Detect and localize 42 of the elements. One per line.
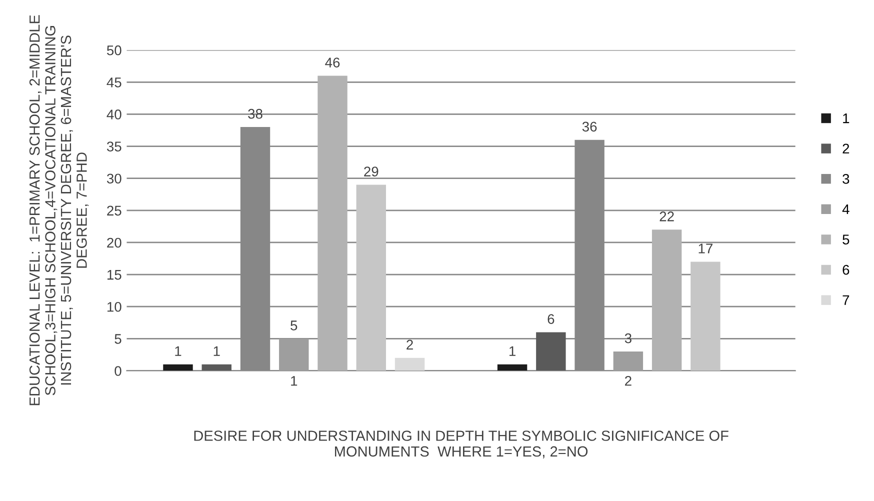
legend-label: 7 bbox=[842, 295, 850, 305]
bar bbox=[279, 338, 309, 371]
x-axis-title: DESIRE FOR UNDERSTANDING IN DEPTH THE SYMBOLIC SIGNIFICANCE OF MONUMENTS WHERE 1=YES, 2=NO bbox=[194, 430, 728, 458]
data-label: 2 bbox=[406, 340, 413, 350]
bar bbox=[356, 184, 386, 371]
data-label: 46 bbox=[325, 58, 340, 68]
legend-label: 5 bbox=[842, 234, 850, 244]
y-tick-label: 0 bbox=[114, 366, 122, 376]
legend-label: 4 bbox=[842, 204, 850, 214]
data-label: 1 bbox=[175, 346, 182, 356]
bar bbox=[536, 332, 566, 371]
bar bbox=[163, 364, 193, 371]
data-label: 5 bbox=[290, 320, 298, 330]
legend-label: 6 bbox=[842, 264, 850, 275]
data-label: 36 bbox=[582, 122, 597, 132]
bar bbox=[652, 230, 682, 371]
bar bbox=[394, 358, 425, 371]
y-tick-label: 15 bbox=[107, 270, 122, 280]
data-label: 1 bbox=[214, 346, 220, 356]
data-label: 6 bbox=[548, 314, 554, 324]
y-tick-label: 45 bbox=[106, 78, 122, 88]
y-tick-label: 30 bbox=[106, 174, 122, 184]
data-label: 17 bbox=[698, 244, 712, 254]
y-tick-label: 35 bbox=[106, 142, 122, 152]
bar bbox=[497, 364, 528, 371]
data-label: 1 bbox=[509, 346, 516, 356]
bar bbox=[690, 262, 720, 371]
data-label: 22 bbox=[660, 212, 674, 222]
y-tick-label: 5 bbox=[114, 334, 122, 344]
y-tick-label: 10 bbox=[107, 302, 122, 312]
y-tick-label: 40 bbox=[106, 110, 122, 120]
legend-label: 2 bbox=[842, 144, 850, 154]
bar bbox=[613, 352, 644, 371]
y-tick-label: 20 bbox=[107, 238, 122, 248]
legend-label: 3 bbox=[842, 174, 850, 184]
legend-label: 1 bbox=[843, 114, 850, 124]
y-tick-label: 25 bbox=[107, 206, 122, 216]
bar bbox=[318, 76, 348, 371]
data-label: 29 bbox=[364, 166, 378, 176]
y-axis-title: EDUCATIONAL LEVEL: 1=PRIMARY SCHOOL, 2=MIDDLE SCHOOL,3=HIGH SCHOOL,4=VOCATIONAL TRAINING INSTITUTE, 5=UNIVERSITY DEGREE, 6=MASTER'S DEGREE, 7=PHD bbox=[29, 15, 89, 406]
bar bbox=[202, 364, 232, 371]
y-tick-label: 50 bbox=[106, 45, 122, 56]
